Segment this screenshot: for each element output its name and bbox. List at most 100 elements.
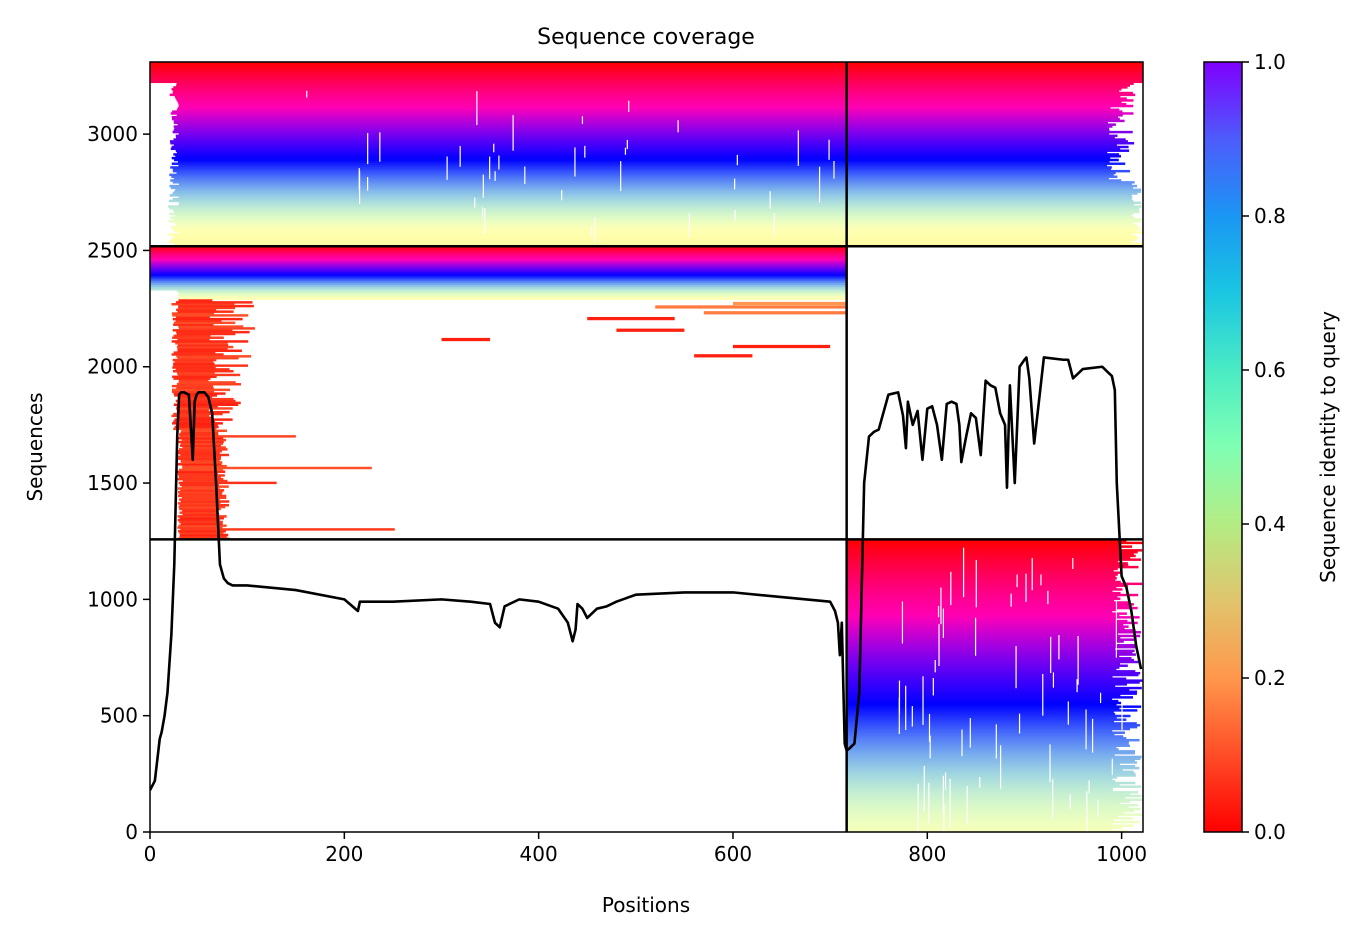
heat-row-fragment-chain1: [175, 319, 222, 323]
heat-gap-streak: [1025, 573, 1027, 602]
heat-row-block-chain2-unpaired: [846, 724, 1141, 727]
heat-row-block-chain1-paired: [178, 203, 847, 206]
heat-row-block-chain1-unpaired: [177, 297, 847, 300]
heat-row-fragment-chain1: [172, 375, 217, 379]
heat-row-block-chain1-paired: [176, 136, 847, 139]
heat-row-fragment-chain1: [175, 342, 228, 345]
heat-row-block-chain2-paired: [846, 227, 1142, 231]
heat-row-fragment-chain1: [178, 327, 256, 330]
heat-row-block-chain2-unpaired: [846, 824, 1134, 828]
colorbar-tick-label: 1.0: [1254, 50, 1286, 74]
y-tick-label: 3000: [87, 122, 138, 146]
heat-gap-streak: [628, 100, 630, 112]
heat-row-fragment-chain1: [177, 455, 222, 459]
heat-row-block-chain1-paired: [168, 233, 847, 236]
heat-row-block-chain2-unpaired: [846, 737, 1127, 740]
heat-gap-streak: [950, 571, 952, 606]
heat-gap-streak: [1018, 713, 1021, 734]
heat-gap-streak: [358, 168, 360, 190]
heat-row-block-chain2-unpaired: [846, 619, 1128, 623]
heat-row-block-chain2-unpaired: [846, 597, 1121, 600]
heat-row-fragment-chain1: [182, 466, 372, 470]
heat-row-fragment-chain1: [172, 317, 243, 321]
heat-gap-streak: [1016, 574, 1018, 588]
heat-row-block-chain2-paired: [846, 114, 1123, 117]
heat-row-fragment-chain1: [177, 472, 219, 475]
heat-row-fragment-chain1: [175, 407, 233, 410]
heat-gap-streak: [773, 213, 775, 237]
heat-row-fragment-chain1: [172, 336, 224, 339]
heat-row-block-chain1-paired: [169, 173, 847, 177]
heat-row-block-chain2-unpaired: [846, 560, 1119, 563]
heat-row-block-chain2-unpaired: [846, 549, 1143, 552]
heat-row-block-chain2-unpaired: [846, 828, 1113, 831]
heat-row-fragment-chain1: [177, 347, 228, 351]
heat-row-fragment-chain1: [171, 353, 224, 356]
heat-row-block-chain1-paired: [174, 158, 847, 162]
y-tick-label: 0: [125, 820, 138, 844]
heat-row-block-chain2-unpaired: [846, 753, 1115, 757]
heat-row-block-chain2-paired: [846, 80, 1143, 84]
y-axis-ticks: 0 500 1000 1500 2000 2500 3000: [87, 122, 150, 844]
heat-row-block-chain1-paired: [150, 67, 847, 71]
heat-row-block-chain2-paired: [846, 104, 1134, 108]
heat-row-block-chain1-paired: [171, 115, 847, 119]
heat-row-stray-fragment: [694, 354, 753, 358]
heat-row-fragment-chain1: [177, 371, 215, 375]
heat-row-fragment-chain1: [178, 530, 226, 533]
heat-row-block-chain2-paired: [846, 149, 1130, 152]
heat-gap-streak: [928, 713, 931, 742]
heat-row-block-chain1-paired: [172, 168, 847, 171]
heat-row-fragment-chain1: [182, 446, 226, 449]
heat-row-block-chain1-paired: [176, 108, 847, 111]
y-tick-label: 500: [100, 704, 138, 728]
heat-row-block-chain2-paired: [846, 233, 1133, 236]
heat-row-block-chain2-unpaired: [846, 571, 1122, 574]
heat-gap-streak: [949, 778, 951, 829]
heat-row-block-chain2-paired: [846, 151, 1108, 154]
heat-gap-streak: [961, 729, 963, 757]
heat-row-block-chain1-unpaired: [150, 247, 847, 250]
colorbar-tick-label: 0.8: [1254, 204, 1286, 228]
heat-row-fragment-chain1: [177, 494, 227, 498]
heat-row-block-chain2-unpaired: [846, 610, 1113, 613]
heat-row-block-chain2-unpaired: [846, 701, 1122, 705]
heat-row-block-chain2-unpaired: [846, 675, 1113, 679]
heat-row-fragment-chain1: [178, 474, 225, 477]
heat-row-block-chain2-unpaired: [846, 757, 1141, 761]
heat-row-fragment-chain1: [173, 321, 236, 325]
heat-row-fragment-chain1: [178, 481, 277, 485]
heat-row-block-chain2-unpaired: [846, 636, 1121, 640]
heat-row-block-chain2-unpaired: [846, 714, 1131, 718]
heat-gap-streak: [898, 680, 901, 714]
heat-row-block-chain2-paired: [846, 145, 1129, 149]
heat-row-block-chain1-paired: [175, 149, 847, 152]
heat-row-block-chain2-unpaired: [846, 690, 1138, 694]
heat-row-block-chain1-paired: [176, 114, 847, 117]
heat-row-block-chain2-unpaired: [846, 582, 1143, 586]
heat-row-block-chain2-paired: [846, 171, 1116, 175]
heat-row-block-chain1-paired: [150, 78, 847, 82]
heat-gap-streak: [584, 145, 586, 158]
heat-row-fragment-chain1: [180, 453, 230, 457]
heat-row-block-chain1-paired: [173, 138, 847, 141]
heat-row-block-chain1-paired: [150, 71, 847, 74]
heat-row-block-chain2-unpaired: [846, 645, 1136, 649]
heat-row-block-chain2-paired: [846, 75, 1143, 78]
heat-row-block-chain2-unpaired: [846, 744, 1130, 747]
heat-row-fragment-chain1: [177, 518, 220, 522]
heat-row-block-chain2-unpaired: [846, 742, 1129, 746]
heat-row-block-chain2-unpaired: [846, 677, 1127, 680]
heat-row-fragment-chain1: [181, 485, 229, 488]
heat-row-block-chain2-unpaired: [846, 668, 1117, 671]
heat-row-fragment-chain1: [176, 410, 230, 414]
heat-gap-streak: [995, 724, 997, 759]
heat-row-fragment-chain1: [172, 370, 234, 373]
heat-row-fragment-chain1: [171, 384, 213, 388]
heat-row-fragment-chain1: [181, 429, 227, 433]
heat-row-block-chain1-unpaired: [150, 258, 847, 261]
heat-row-block-chain2-unpaired: [846, 664, 1128, 667]
heat-row-block-chain1-paired: [170, 186, 847, 190]
heat-row-block-chain2-unpaired: [846, 750, 1135, 753]
heat-gap-streak: [966, 786, 968, 825]
